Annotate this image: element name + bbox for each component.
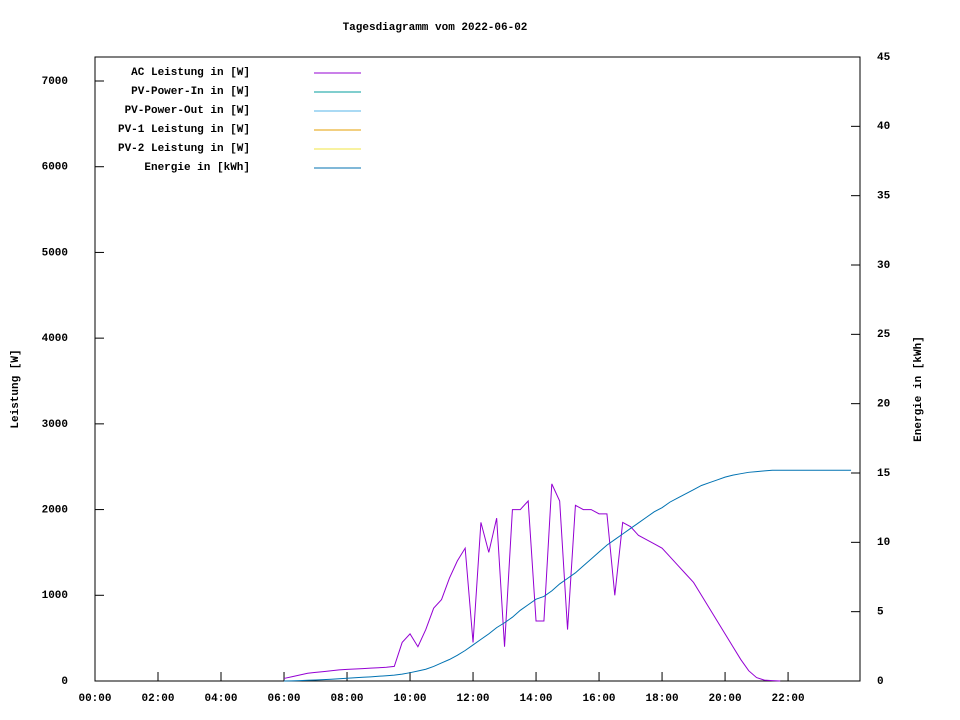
y2-tick-label: 25 — [877, 329, 891, 341]
y-tick-label: 5000 — [42, 247, 68, 259]
legend-label: Energie in [kWh] — [144, 162, 250, 174]
y-axis-label: Leistung [W] — [10, 349, 22, 428]
x-tick-label: 22:00 — [772, 693, 805, 705]
x-tick-label: 00:00 — [78, 693, 111, 705]
plot-frame — [94, 56, 861, 682]
x-tick-label: 12:00 — [457, 693, 490, 705]
y2-tick-label: 30 — [877, 260, 890, 272]
x-tick-label: 10:00 — [394, 693, 427, 705]
x-tick-label: 06:00 — [268, 693, 301, 705]
x-tick-label: 04:00 — [205, 693, 238, 705]
x-tick-label: 02:00 — [141, 693, 174, 705]
y-tick-label: 7000 — [42, 76, 68, 88]
y-tick-label: 2000 — [42, 504, 68, 516]
x-tick-label: 08:00 — [331, 693, 364, 705]
y2-tick-label: 20 — [877, 399, 890, 411]
y-tick-label: 4000 — [42, 333, 68, 345]
legend-label: PV-2 Leistung in [W] — [118, 143, 250, 155]
y-tick-label: 0 — [61, 676, 68, 688]
y2-tick-label: 35 — [877, 191, 891, 203]
y2-tick-label: 5 — [877, 607, 884, 619]
y2-tick-label: 0 — [877, 676, 884, 688]
y2-tick-label: 45 — [877, 52, 891, 64]
x-tick-label: 20:00 — [709, 693, 742, 705]
y-tick-label: 3000 — [42, 419, 68, 431]
legend-label: AC Leistung in [W] — [131, 67, 250, 79]
series-line — [283, 483, 781, 682]
legend-label: PV-1 Leistung in [W] — [118, 124, 250, 136]
y2-tick-label: 15 — [877, 468, 891, 480]
x-tick-label: 16:00 — [583, 693, 616, 705]
y2-axis-label: Energie in [kWh] — [913, 336, 925, 442]
series-line — [284, 469, 852, 682]
legend-label: PV-Power-In in [W] — [131, 86, 250, 98]
x-tick-label: 18:00 — [646, 693, 679, 705]
chart-title: Tagesdiagramm vom 2022-06-02 — [343, 22, 528, 34]
x-tick-label: 14:00 — [520, 693, 553, 705]
y-tick-label: 6000 — [42, 162, 68, 174]
y-tick-label: 1000 — [42, 590, 68, 602]
y2-tick-label: 10 — [877, 537, 890, 549]
y2-tick-label: 40 — [877, 121, 890, 133]
legend-label: PV-Power-Out in [W] — [125, 105, 250, 117]
